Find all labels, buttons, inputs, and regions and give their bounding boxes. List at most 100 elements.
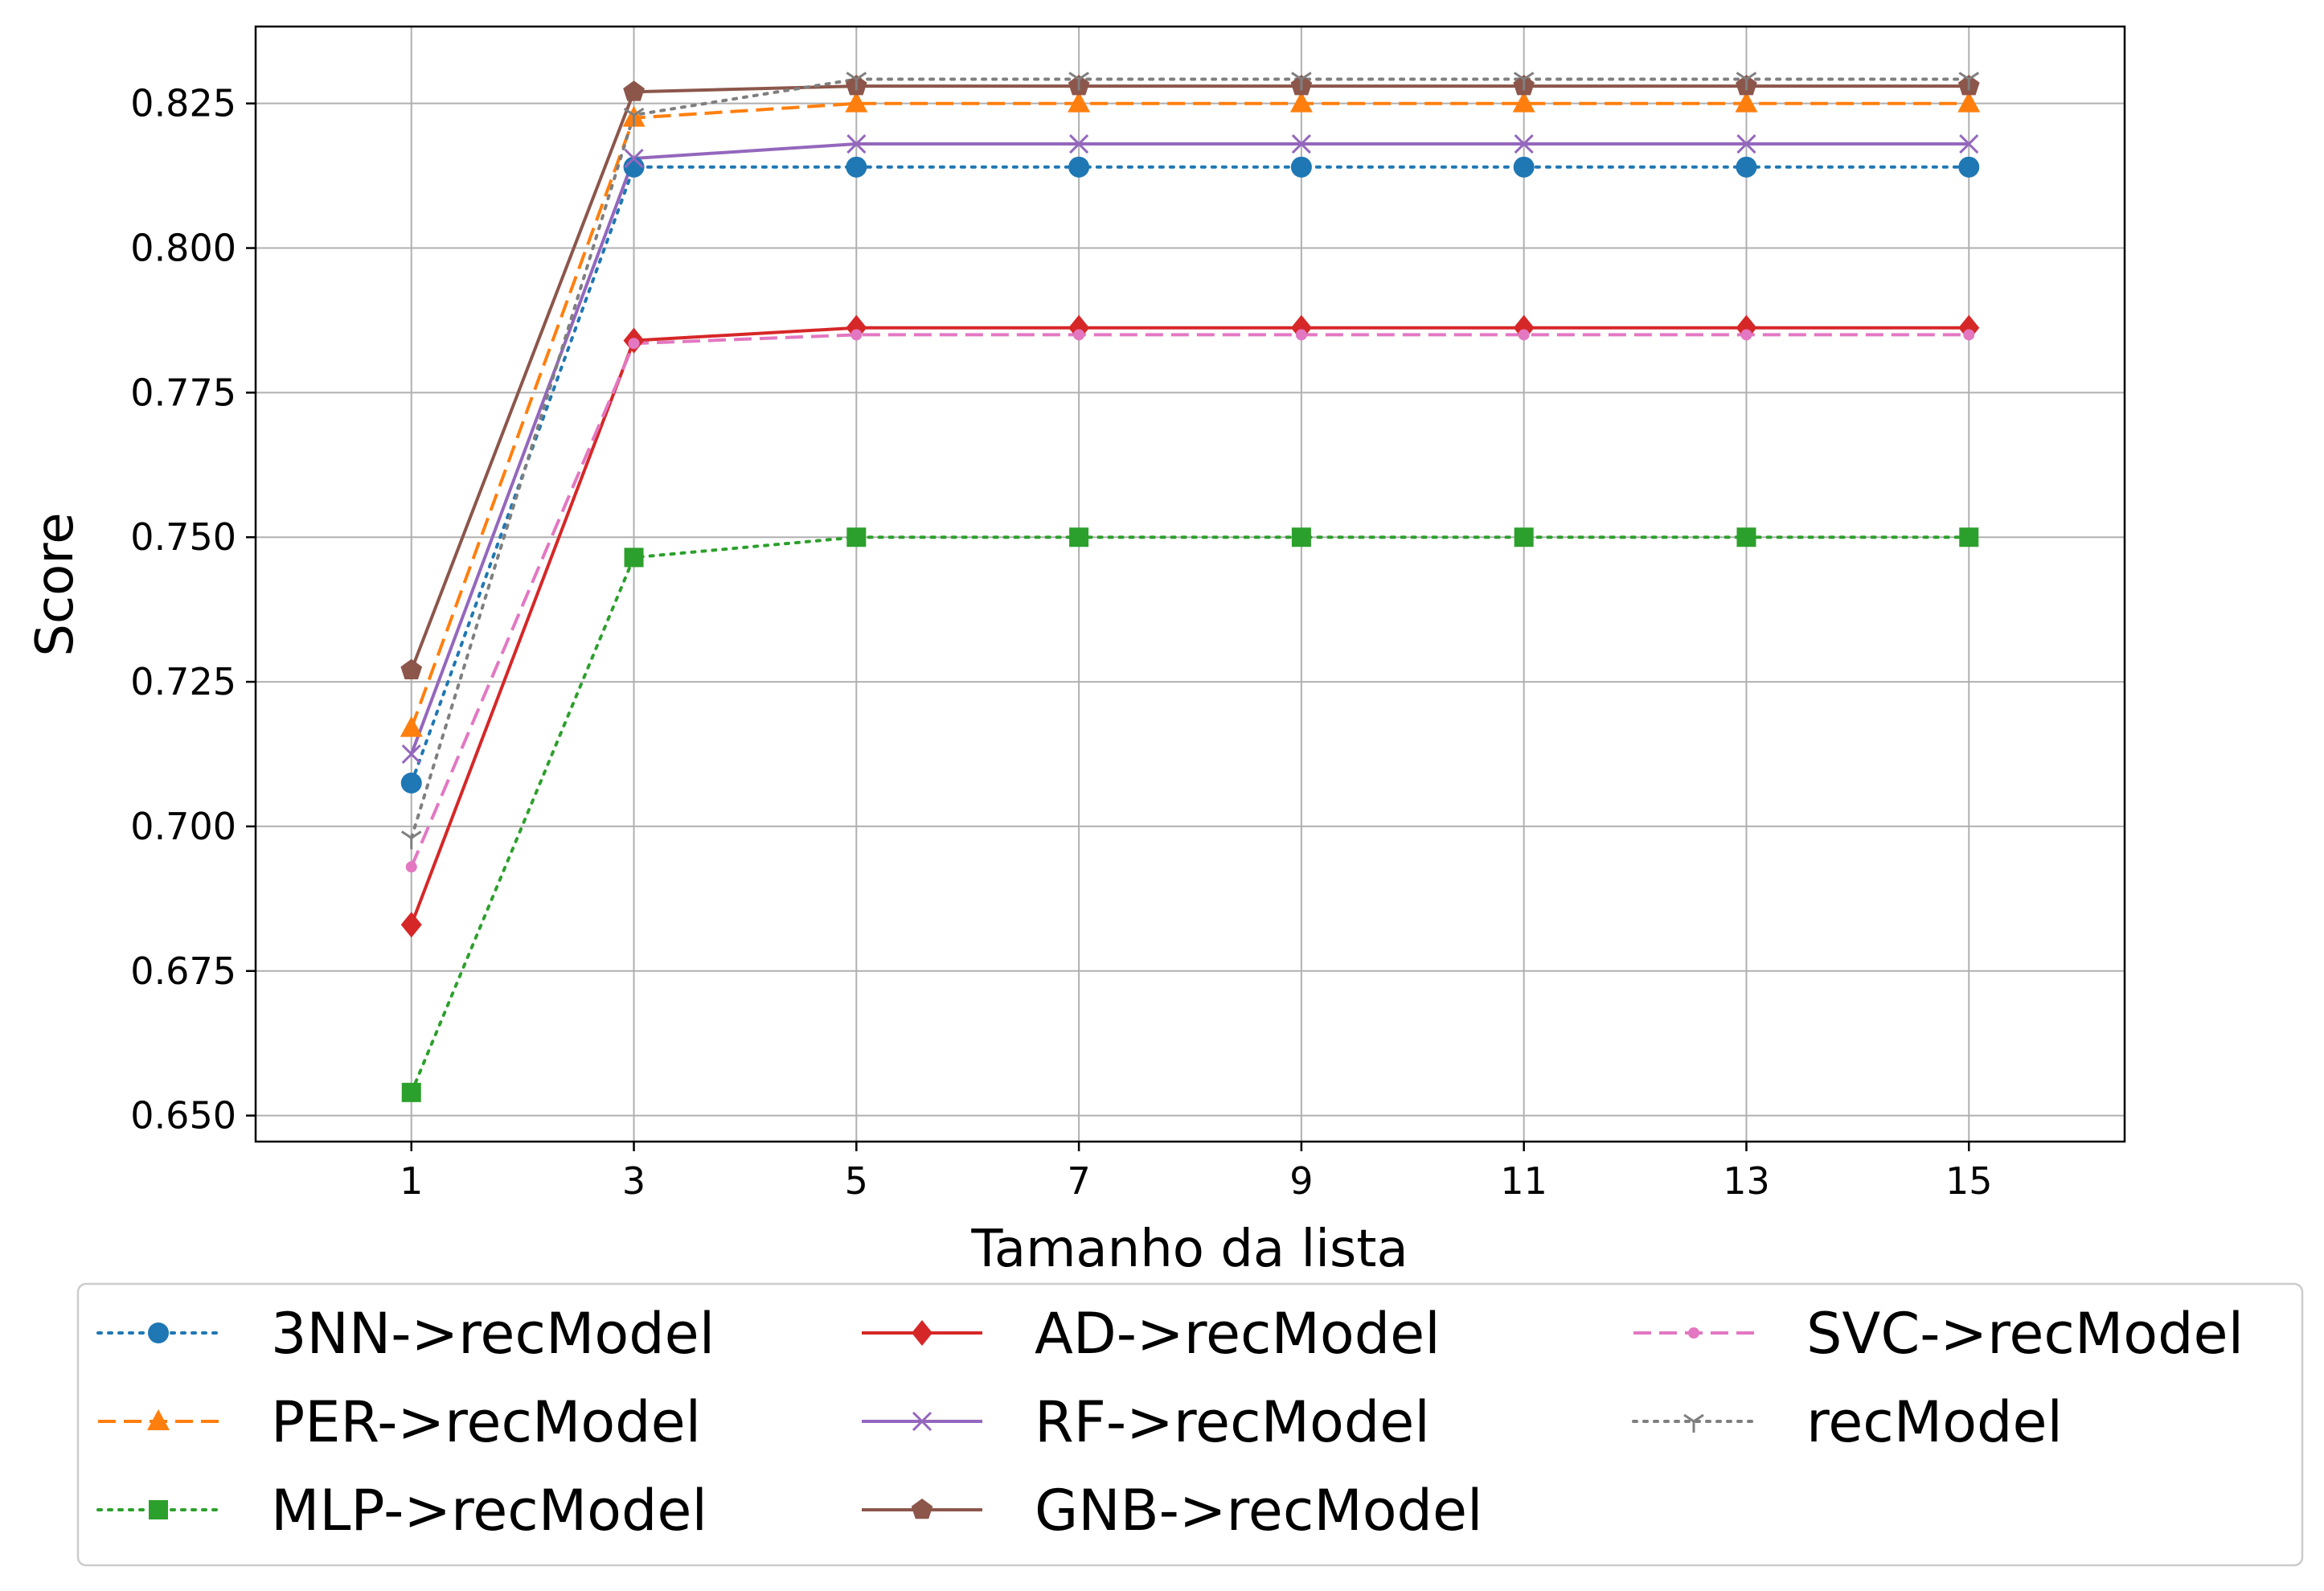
data-point (400, 716, 423, 737)
x-tick-label: 15 (1945, 1159, 1993, 1203)
legend-marker (1688, 1327, 1699, 1339)
data-point (400, 772, 422, 793)
series-line (409, 535, 1971, 1094)
legend-marker (147, 1409, 170, 1430)
plot-frame (254, 25, 2126, 1143)
series-line (409, 165, 1971, 785)
data-point (1958, 72, 1980, 91)
y-tick-label: 0.725 (130, 660, 236, 703)
grid-lines (256, 27, 2125, 1142)
data-point (1069, 527, 1089, 547)
legend-label: 3NN->recModel (271, 1301, 715, 1367)
data-point (846, 72, 867, 91)
y-tick-label: 0.675 (130, 949, 236, 993)
data-point (845, 91, 868, 113)
legend-item: GNB->recModel (862, 1478, 1483, 1544)
legend-label: MLP->recModel (271, 1478, 707, 1544)
legend-item: RF->recModel (862, 1389, 1430, 1455)
x-tick-label: 5 (845, 1159, 868, 1203)
data-point (1736, 72, 1757, 91)
x-tick-label: 3 (622, 1159, 646, 1203)
data-point (400, 658, 423, 679)
data-point (1735, 91, 1758, 113)
x-axis-label: Tamanho da lista (970, 1220, 1408, 1279)
data-point (1068, 156, 1090, 178)
series-lines (409, 77, 1971, 1094)
legend-label: SVC->recModel (1806, 1301, 2244, 1367)
data-point (400, 830, 422, 850)
data-point (1736, 527, 1756, 547)
data-point (1736, 156, 1757, 178)
data-point (1068, 72, 1089, 91)
data-point (1736, 133, 1756, 154)
legend-marker (1683, 1413, 1704, 1433)
legend-box (76, 1282, 2304, 1567)
data-point (1513, 72, 1535, 91)
data-point (624, 547, 644, 568)
data-point (623, 107, 645, 127)
y-tick-label: 0.700 (130, 805, 236, 848)
x-tick-label: 7 (1067, 1159, 1090, 1203)
legend-item: AD->recModel (862, 1301, 1441, 1367)
data-point (1068, 91, 1091, 113)
legend: 3NN->recModel PER->recModel MLP->recModel A… (76, 1282, 2304, 1567)
legend-item: PER->recModel (98, 1389, 701, 1455)
data-point (846, 156, 867, 178)
y-tick-label: 0.775 (130, 371, 236, 414)
series-markers (400, 72, 1981, 1102)
data-point (1514, 527, 1534, 547)
y-tick-label: 0.650 (130, 1094, 236, 1138)
data-point (1512, 91, 1535, 113)
axis-ticks: 1 3 5 7 9 11 13 150.6500.6750.7000.7250.7500.77… (130, 82, 1992, 1203)
y-tick-label: 0.800 (130, 227, 236, 270)
data-point (400, 912, 422, 938)
legend-marker (911, 1499, 933, 1519)
data-point (1957, 91, 1981, 113)
data-point (1073, 329, 1085, 341)
data-point (1291, 133, 1311, 154)
data-point (1291, 72, 1312, 91)
legend-label: GNB->recModel (1035, 1478, 1483, 1544)
data-point (1518, 329, 1530, 341)
legend-item: recModel (1632, 1389, 2063, 1455)
data-point (1295, 329, 1307, 341)
data-point (623, 156, 645, 178)
legend-marker (149, 1500, 168, 1519)
y-tick-label: 0.750 (130, 515, 236, 559)
data-point (1958, 156, 1980, 178)
legend-marker (912, 1320, 932, 1346)
data-point (1069, 133, 1089, 154)
data-point (401, 744, 421, 765)
series-line (409, 77, 1971, 840)
x-tick-label: 13 (1723, 1159, 1770, 1203)
x-tick-label: 11 (1500, 1159, 1547, 1203)
legend-label: AD->recModel (1035, 1301, 1441, 1367)
data-point (1291, 527, 1311, 547)
data-point (846, 133, 867, 154)
data-point (623, 80, 645, 101)
x-tick-label: 1 (400, 1159, 423, 1203)
data-point (1514, 133, 1534, 154)
x-tick-label: 9 (1289, 1159, 1313, 1203)
y-axis-label: Score (26, 512, 85, 656)
data-point (1959, 133, 1979, 154)
data-point (1963, 329, 1975, 341)
data-point (1289, 91, 1313, 113)
legend-item: SVC->recModel (1633, 1301, 2244, 1367)
y-tick-label: 0.825 (130, 82, 236, 125)
data-point (846, 527, 867, 547)
legend-marker (148, 1322, 169, 1343)
legend-item: MLP->recModel (96, 1478, 707, 1544)
data-point (1513, 156, 1535, 178)
legend-marker (912, 1411, 932, 1432)
legend-label: RF->recModel (1035, 1389, 1430, 1455)
data-point (1290, 156, 1312, 178)
data-point (405, 861, 417, 873)
legend-label: recModel (1806, 1389, 2063, 1455)
data-point (401, 1082, 421, 1102)
legend-label: PER->recModel (271, 1389, 701, 1455)
data-point (1740, 329, 1752, 341)
series-line (409, 333, 1969, 868)
data-point (628, 338, 640, 350)
